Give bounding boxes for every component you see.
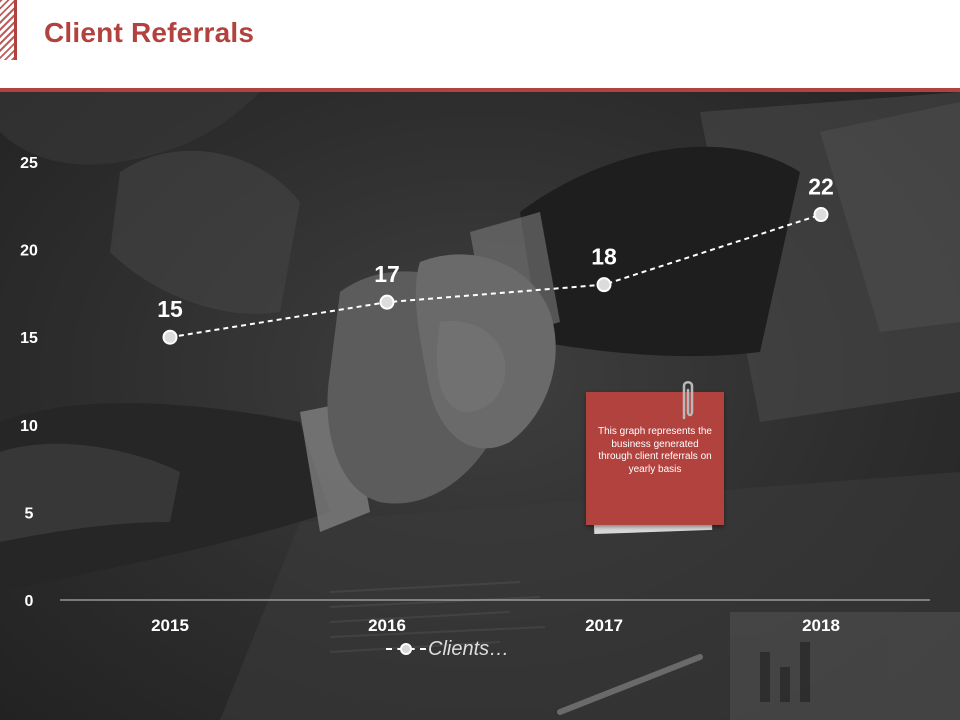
data-point-marker bbox=[162, 329, 178, 345]
data-point-marker bbox=[379, 294, 395, 310]
data-label: 22 bbox=[808, 174, 834, 200]
x-tick-label: 2016 bbox=[368, 616, 406, 635]
series-line-clients bbox=[169, 213, 822, 339]
y-tick-label: 20 bbox=[20, 243, 38, 260]
legend-line-icon bbox=[386, 637, 426, 661]
y-tick-label: 5 bbox=[25, 505, 34, 522]
accent-stripes bbox=[0, 0, 16, 60]
y-tick-label: 10 bbox=[20, 418, 38, 435]
sticky-note-body: This graph represents the business gener… bbox=[586, 392, 724, 525]
data-labels: 15 17 18 22 bbox=[157, 174, 834, 323]
y-tick-label: 15 bbox=[20, 330, 38, 347]
data-label: 15 bbox=[157, 296, 183, 322]
sticky-note-text: This graph represents the business gener… bbox=[598, 426, 712, 475]
x-tick-label: 2015 bbox=[151, 616, 189, 635]
handshake-photo bbox=[0, 92, 960, 720]
x-tick-label: 2018 bbox=[802, 616, 840, 635]
paperclip-icon bbox=[682, 381, 694, 420]
x-axis-ticks: 2015 2016 2017 2018 bbox=[151, 616, 840, 635]
legend: Clients… bbox=[386, 637, 509, 661]
series-markers bbox=[162, 207, 829, 345]
accent-bar bbox=[14, 0, 17, 60]
data-point-marker bbox=[813, 207, 829, 223]
y-axis-ticks: 0 5 10 15 20 25 bbox=[20, 155, 38, 610]
sticky-note: This graph represents the business gener… bbox=[586, 392, 724, 535]
x-tick-label: 2017 bbox=[585, 616, 623, 635]
header: Client Referrals bbox=[0, 0, 960, 88]
data-label: 17 bbox=[374, 261, 400, 287]
page-title: Client Referrals bbox=[44, 17, 255, 48]
handshake-illustration bbox=[0, 92, 960, 720]
y-tick-label: 0 bbox=[25, 593, 34, 610]
y-tick-label: 25 bbox=[20, 155, 38, 172]
legend-label: Clients… bbox=[428, 637, 510, 660]
data-point-marker bbox=[596, 277, 612, 293]
data-label: 18 bbox=[591, 244, 617, 270]
header-rule bbox=[0, 88, 960, 92]
